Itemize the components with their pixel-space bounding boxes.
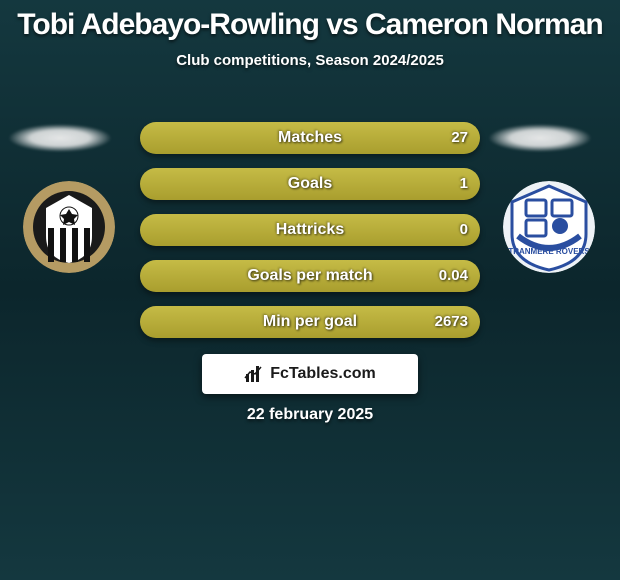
bar-row: Goals1 (140, 168, 480, 200)
bar-label: Goals per match (140, 260, 480, 292)
brand-box: FcTables.com (202, 354, 418, 394)
page-title: Tobi Adebayo-Rowling vs Cameron Norman (0, 0, 620, 42)
comparison-bars: Matches27 Goals1 Hattricks0 Goals per match… (140, 122, 480, 352)
date-text: 22 february 2025 (0, 406, 620, 424)
bar-value-right: 2673 (435, 306, 468, 338)
bar-label: Goals (140, 168, 480, 200)
spotlight-left (8, 124, 112, 152)
spotlight-right (488, 124, 592, 152)
bar-value-right: 0.04 (439, 260, 468, 292)
notts-county-crest (22, 180, 116, 274)
bar-value-right: 1 (460, 168, 468, 200)
svg-text:TRANMERE ROVERS: TRANMERE ROVERS (508, 247, 590, 256)
bar-row: Matches27 (140, 122, 480, 154)
bar-row: Hattricks0 (140, 214, 480, 246)
bar-label: Min per goal (140, 306, 480, 338)
bar-row: Min per goal2673 (140, 306, 480, 338)
bar-row: Goals per match0.04 (140, 260, 480, 292)
bar-label: Matches (140, 122, 480, 154)
bar-value-right: 0 (460, 214, 468, 246)
tranmere-rovers-crest: TRANMERE ROVERS (502, 180, 596, 274)
bar-label: Hattricks (140, 214, 480, 246)
subtitle: Club competitions, Season 2024/2025 (0, 52, 620, 69)
bar-value-right: 27 (451, 122, 468, 154)
bar-chart-icon (244, 364, 264, 384)
brand-text: FcTables.com (270, 365, 376, 383)
